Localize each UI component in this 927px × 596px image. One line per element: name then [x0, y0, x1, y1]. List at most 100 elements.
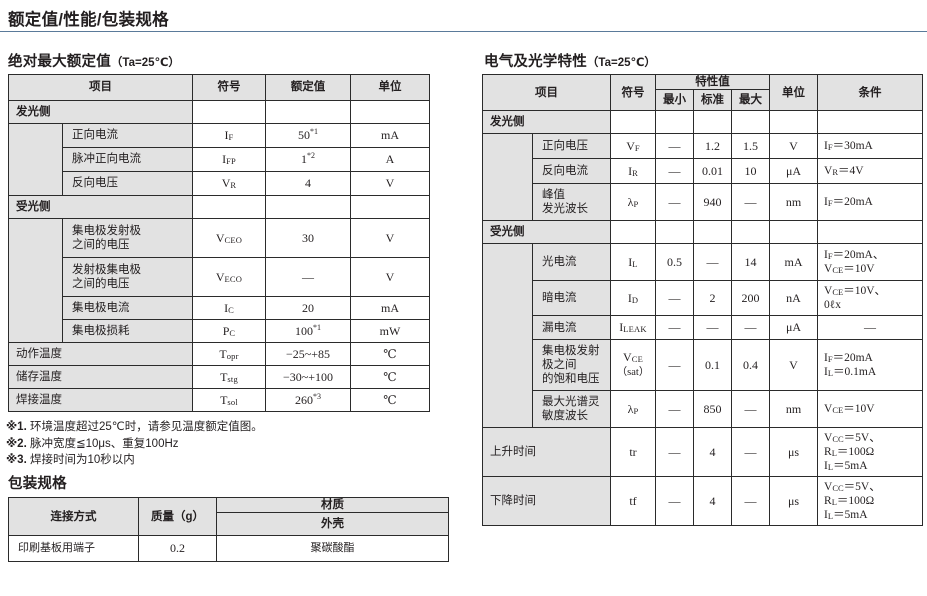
group-row: 受光侧: [482, 220, 924, 245]
group-blank-condition: [817, 220, 924, 245]
group-blank-unit: [769, 220, 819, 245]
row-symbol: IC: [192, 296, 266, 320]
row-typ: 0.01: [693, 158, 732, 185]
row-item: 集电极电流: [62, 296, 193, 320]
electro-optical-heading: 电气及光学特性（Ta=25℃）: [484, 50, 656, 71]
row-typ: —: [693, 243, 732, 282]
table-row: 发射极集电极 之间的电压 VECO — V: [9, 257, 430, 297]
group-blank-rating: [265, 195, 351, 219]
table-row: 光电流 IL 0.5 — 14 mA IF＝20mA、 VCE＝10V: [482, 243, 924, 428]
table-row: 集电极发射极 之间的电压 VCEO 30 V: [8, 218, 430, 343]
table-row: 储存温度 Tstg −30~+100 ℃: [8, 365, 430, 389]
footnote-1-marker: ※1.: [6, 421, 27, 433]
group-row: 发光侧: [8, 100, 430, 124]
row-item: 焊接温度: [8, 388, 193, 412]
row-item: 漏电流: [532, 315, 611, 341]
row-item: 反向电流: [532, 158, 611, 185]
row-max: —: [730, 427, 771, 478]
group-blank-min: [655, 110, 694, 135]
row-max: 200: [730, 280, 771, 317]
row-typ: —: [693, 315, 732, 341]
table-row: 焊接温度 Tsol 260*3 ℃: [8, 388, 430, 412]
row-min: —: [655, 183, 694, 222]
row-unit: nm: [769, 183, 819, 222]
row-rating: —: [265, 257, 351, 297]
row-min: —: [655, 427, 694, 478]
row-symbol: Topr: [192, 342, 266, 366]
col-header-typ: 标准: [693, 89, 732, 112]
col-header-characteristic: 特性值: [654, 73, 771, 91]
row-unit: μA: [769, 315, 819, 341]
row-typ: 4: [693, 427, 732, 478]
row-unit: V: [350, 171, 430, 196]
row-unit: V: [769, 133, 819, 160]
abs-max-heading-text: 绝对最大额定值: [8, 54, 111, 70]
row-min: —: [655, 280, 694, 317]
table-row: 印刷基板用端子 0.2 聚碳酸酯: [8, 535, 449, 563]
group-row: 受光侧: [8, 195, 430, 219]
row-mass: 0.2: [138, 535, 217, 563]
footnote-1: ※1. 环境温度超过25℃时，请参见温度额定值图。: [6, 419, 263, 436]
row-symbol: VCE （sat）: [610, 339, 656, 392]
row-condition: IF＝30mA: [817, 133, 924, 160]
group-blank-unit: [350, 195, 430, 219]
col-header-connection: 连接方式: [8, 496, 139, 537]
row-unit: mW: [350, 319, 430, 343]
row-max: 1.5: [730, 133, 771, 160]
row-item: 动作温度: [8, 342, 193, 366]
group-label-emitter: 发光侧: [8, 100, 193, 124]
row-unit: mA: [769, 243, 819, 282]
row-condition: IF＝20mA: [817, 183, 924, 222]
table-row: 反向电压 VR 4 V: [9, 171, 430, 196]
row-item: 反向电压: [62, 171, 193, 196]
footnote-2-marker: ※2.: [6, 437, 27, 450]
row-min: —: [655, 158, 694, 185]
row-min: —: [655, 476, 694, 527]
row-max: 0.4: [730, 339, 771, 392]
table-row: 漏电流 ILEAK — — — μA —: [483, 315, 924, 341]
row-symbol: IFP: [192, 147, 266, 172]
table-header-row: 连接方式 质量（g） 材质: [8, 496, 449, 537]
row-symbol: VF: [610, 133, 656, 160]
row-condition: VR＝4V: [817, 158, 924, 185]
footnotes: ※1. 环境温度超过25℃时，请参见温度额定值图。 ※2. 脉冲宽度≦10μs、…: [6, 419, 263, 469]
row-item: 光电流: [532, 243, 611, 282]
row-typ: 1.2: [693, 133, 732, 160]
electro-optical-characteristics-table: 项目 符号 特性值 单位 条件 最小 标准 最大 发光侧: [482, 73, 924, 527]
group-blank-symbol: [610, 110, 656, 135]
footnote-3-text: 焊接时间为10秒以内: [29, 454, 135, 467]
group-spacer-emitter: [482, 133, 533, 221]
row-item: 峰值 发光波长: [532, 183, 611, 222]
row-unit: A: [350, 147, 430, 172]
row-unit: mA: [350, 296, 430, 320]
row-symbol: λP: [610, 390, 656, 429]
row-rating: 30: [265, 218, 351, 258]
col-header-material: 材质: [216, 496, 449, 514]
group-blank-unit: [769, 110, 819, 135]
group-label-detector: 受光侧: [8, 195, 193, 219]
row-min: —: [655, 315, 694, 341]
row-typ: 940: [693, 183, 732, 222]
table-row: 动作温度 Topr −25~+85 ℃: [8, 342, 430, 366]
row-condition: —: [817, 315, 924, 341]
row-symbol: tf: [610, 476, 656, 527]
row-condition: IF＝20mA、 VCE＝10V: [817, 243, 924, 282]
group-blank-symbol: [192, 100, 266, 124]
electro-optical-heading-text: 电气及光学特性: [484, 54, 587, 70]
abs-max-heading-condition: （Ta=25℃）: [110, 57, 180, 69]
row-condition: VCC＝5V、 RL＝100Ω IL＝5mA: [817, 427, 924, 478]
row-symbol: VR: [192, 171, 266, 196]
row-unit: nA: [769, 280, 819, 317]
row-min: —: [655, 390, 694, 429]
col-header-unit: 单位: [350, 74, 430, 101]
table-row: 峰值 发光波长 λP — 940 — nm IF＝20mA: [483, 183, 924, 222]
row-item: 下降时间: [482, 476, 611, 527]
row-material: 聚碳酸酯: [216, 535, 449, 563]
row-unit: nm: [769, 390, 819, 429]
row-symbol: IF: [192, 123, 266, 148]
table-row: 正向电流 IF 50*1 mA: [8, 123, 430, 196]
row-symbol: VCEO: [192, 218, 266, 258]
group-label-detector: 受光侧: [482, 220, 611, 245]
row-symbol: VECO: [192, 257, 266, 297]
row-condition: VCE＝10V: [817, 390, 924, 429]
